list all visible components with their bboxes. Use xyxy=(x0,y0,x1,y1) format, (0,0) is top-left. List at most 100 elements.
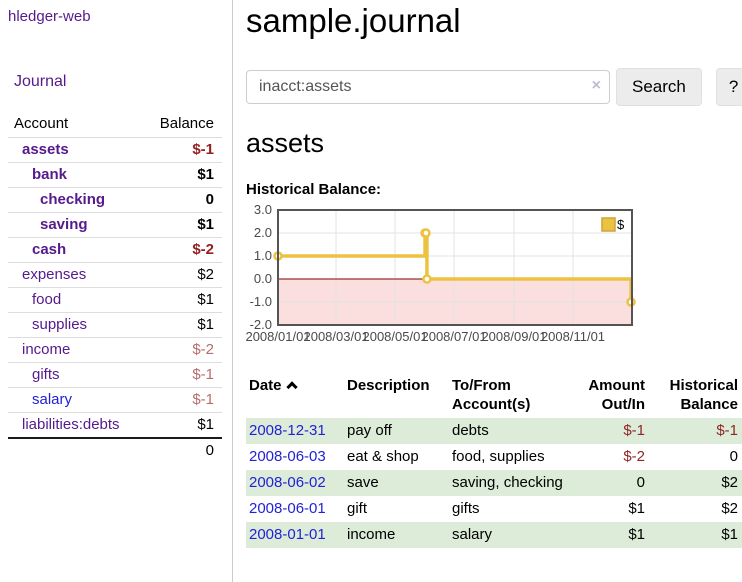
account-balance: $-1 xyxy=(140,137,222,163)
amount-column-header: Amount Out/In xyxy=(588,377,645,413)
y-axis-tick-label: 0.0 xyxy=(254,271,272,286)
account-link[interactable]: checking xyxy=(40,191,106,208)
transaction-row: 2008-06-01 gift gifts $1 $2 xyxy=(246,496,742,522)
transaction-date-link[interactable]: 2008-06-02 xyxy=(249,474,326,491)
account-tree-table: Account Balance assets $-1 bank $1 checking 0… xyxy=(8,111,222,463)
transaction-accounts: food, supplies xyxy=(452,448,545,465)
account-balance: $-1 xyxy=(140,387,222,413)
register-table: Date Description To/From Account(s) Amou… xyxy=(246,374,742,548)
account-row: salary $-1 xyxy=(8,387,222,413)
transaction-description: save xyxy=(347,474,379,491)
help-button[interactable]: ? xyxy=(715,68,742,106)
account-link[interactable]: income xyxy=(22,341,71,358)
transaction-row: 2008-06-02 save saving, checking 0 $2 xyxy=(246,470,742,496)
historical-balance-chart: 3.0 2.0 1.0 0.0 -1.0 -2.0 2008/01/01 2008/03/01… xyxy=(245,202,740,354)
transaction-amount: 0 xyxy=(636,474,645,491)
account-column-header: Account xyxy=(14,115,69,132)
account-row: checking 0 xyxy=(8,187,222,213)
account-balance: $1 xyxy=(140,412,222,438)
transaction-description: eat & shop xyxy=(347,448,419,465)
transaction-date-link[interactable]: 2008-06-03 xyxy=(249,448,326,465)
transaction-balance: $2 xyxy=(721,474,738,491)
transaction-row: 2008-01-01 income salary $1 $1 xyxy=(246,522,742,548)
account-link[interactable]: cash xyxy=(32,241,67,258)
account-link[interactable]: salary xyxy=(32,391,73,408)
transaction-row: 2008-06-03 eat & shop food, supplies $-2 0 xyxy=(246,444,742,470)
sort-ascending-icon xyxy=(285,381,298,393)
account-balance: $2 xyxy=(140,262,222,288)
transaction-balance: $1 xyxy=(721,526,738,543)
account-row: food $1 xyxy=(8,287,222,313)
account-row: liabilities:debts $1 xyxy=(8,412,222,438)
account-row: income $-2 xyxy=(8,337,222,363)
account-link[interactable]: bank xyxy=(32,166,68,183)
account-balance: $1 xyxy=(140,287,222,313)
x-axis-tick-label: 2008/05/01 xyxy=(362,329,427,344)
main-content: sample.journal × Search ? assets Histori… xyxy=(245,0,742,548)
transaction-date-link[interactable]: 2008-06-01 xyxy=(249,500,326,517)
account-heading: assets xyxy=(246,128,325,158)
transaction-description: pay off xyxy=(347,422,392,439)
search-input[interactable] xyxy=(246,70,610,104)
x-axis-tick-label: 2008/03/01 xyxy=(303,329,368,344)
accounts-column-header: To/From Account(s) xyxy=(452,377,531,413)
account-row: assets $-1 xyxy=(8,137,222,163)
brand-link[interactable]: hledger-web xyxy=(8,8,91,25)
account-total-balance: 0 xyxy=(140,437,222,463)
x-axis-tick-label: 2008/07/01 xyxy=(421,329,486,344)
account-link[interactable]: gifts xyxy=(32,366,60,383)
account-balance: $1 xyxy=(140,212,222,238)
account-link[interactable]: saving xyxy=(40,216,88,233)
register-rows: 2008-12-31 pay off debts $-1 $-1 2008-06-03 ea… xyxy=(246,418,742,548)
account-total-row: 0 xyxy=(8,437,222,463)
transaction-balance: $2 xyxy=(721,500,738,517)
description-column-header: Description xyxy=(347,377,430,394)
transaction-amount: $1 xyxy=(628,500,645,517)
account-link[interactable]: food xyxy=(32,291,62,308)
transaction-date-link[interactable]: 2008-01-01 xyxy=(249,526,326,543)
sidebar-item-journal[interactable]: Journal xyxy=(14,73,67,90)
y-axis-tick-label: 3.0 xyxy=(254,204,272,217)
transaction-amount: $-2 xyxy=(623,448,645,465)
x-axis-tick-label: 2008/09/01 xyxy=(481,329,546,344)
account-row: cash $-2 xyxy=(8,237,222,263)
transaction-amount: $1 xyxy=(628,526,645,543)
chart-title: Historical Balance: xyxy=(246,181,382,198)
search-button[interactable]: Search xyxy=(616,68,702,106)
transaction-date-link[interactable]: 2008-12-31 xyxy=(249,422,326,439)
sidebar: hledger-web Journal Account Balance asse… xyxy=(0,0,233,582)
account-row: supplies $1 xyxy=(8,312,222,338)
account-balance: $-2 xyxy=(140,237,222,263)
page-title: sample.journal xyxy=(246,2,461,39)
clear-search-icon[interactable]: × xyxy=(591,77,601,94)
account-balance: $1 xyxy=(140,162,222,188)
y-axis-tick-label: -1.0 xyxy=(250,294,272,309)
transaction-balance: 0 xyxy=(729,448,738,465)
chart-canvas: 3.0 2.0 1.0 0.0 -1.0 -2.02008/01/012008/03/01… xyxy=(245,202,636,344)
account-link[interactable]: expenses xyxy=(22,266,87,283)
balance-column-header: Historical Balance xyxy=(669,377,738,413)
account-balance: $-2 xyxy=(140,337,222,363)
balance-column-header: Balance xyxy=(159,115,214,132)
account-balance: $1 xyxy=(140,312,222,338)
account-row: bank $1 xyxy=(8,162,222,188)
account-row: gifts $-1 xyxy=(8,362,222,388)
y-axis-tick-label: 2.0 xyxy=(254,225,272,240)
account-link[interactable]: liabilities:debts xyxy=(22,416,120,433)
transaction-description: gift xyxy=(347,500,368,517)
transaction-balance: $-1 xyxy=(716,422,738,439)
transaction-accounts: saving, checking xyxy=(452,474,563,491)
transaction-description: income xyxy=(347,526,396,543)
account-rows: assets $-1 bank $1 checking 0 saving $1 cash $-2 e… xyxy=(8,137,222,438)
account-link[interactable]: supplies xyxy=(32,316,88,333)
y-axis-tick-label: -2.0 xyxy=(250,317,272,332)
transaction-accounts: gifts xyxy=(452,500,480,517)
search-form: × Search ? xyxy=(246,68,742,106)
legend-label: $ xyxy=(617,217,625,232)
account-balance: 0 xyxy=(140,187,222,213)
transaction-accounts: debts xyxy=(452,422,489,439)
x-axis-tick-label: 2008/01/01 xyxy=(246,329,311,344)
account-row: saving $1 xyxy=(8,212,222,238)
account-link[interactable]: assets xyxy=(22,141,69,158)
date-column-header[interactable]: Date xyxy=(246,374,344,418)
